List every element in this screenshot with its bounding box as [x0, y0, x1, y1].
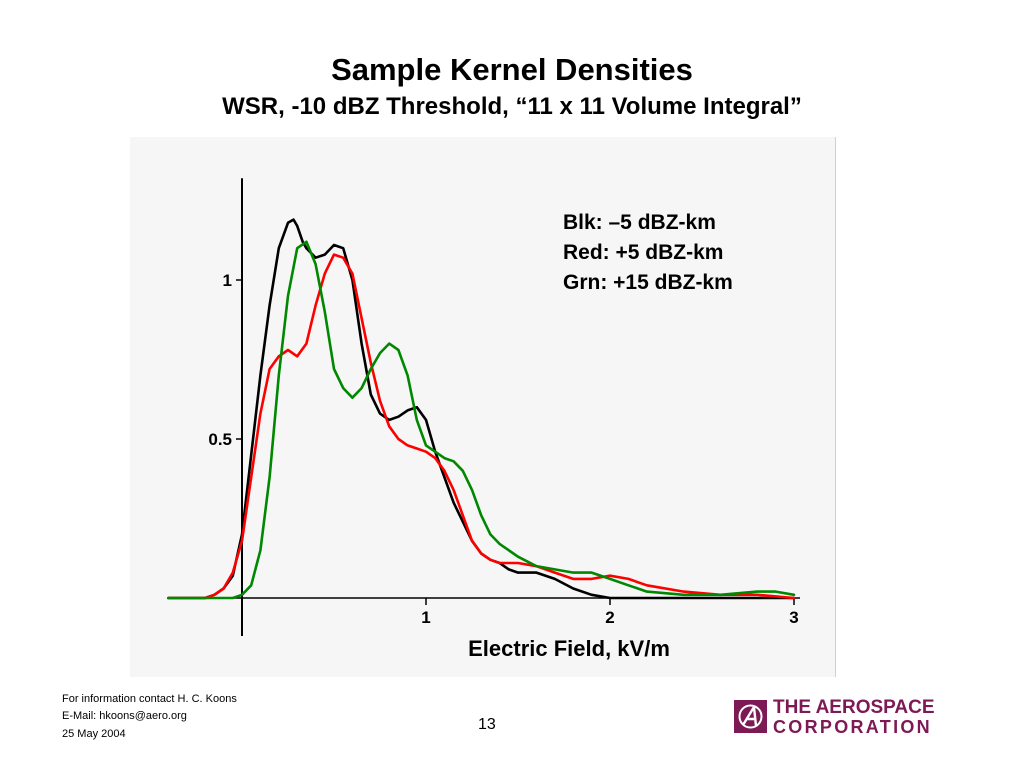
y-tick-label: 0.5: [208, 430, 232, 449]
series-green-line: [167, 240, 796, 600]
x-axis-label: Electric Field, kV/m: [468, 636, 670, 661]
aerospace-logo-icon: [734, 700, 767, 733]
slide-subtitle: WSR, -10 dBZ Threshold, “11 x 11 Volume …: [222, 93, 802, 120]
footer-email: E-Mail: hkoons@aero.org: [62, 710, 187, 722]
legend-entry-red: Red: +5 dBZ-km: [563, 241, 724, 264]
footer-date: 25 May 2004: [62, 728, 126, 740]
slide-title: Sample Kernel Densities: [331, 52, 693, 87]
series-red-line: [167, 253, 796, 600]
page-number: 13: [478, 716, 496, 733]
logo-text-line1: THE AEROSPACE: [773, 697, 935, 718]
logo-text-line2: CORPORATION: [773, 717, 932, 737]
kernel-density-chart: 1 2 3 0.5 1: [167, 178, 800, 636]
legend-entry-green: Grn: +15 dBZ-km: [563, 271, 733, 294]
x-tick-label: 2: [605, 608, 614, 627]
x-tick-label: 1: [421, 608, 430, 627]
plot-panel-edge: [835, 137, 836, 677]
y-tick-label: 1: [223, 271, 232, 290]
plot-panel: [130, 137, 836, 677]
legend-entry-black: Blk: –5 dBZ-km: [563, 211, 716, 234]
x-tick-label: 3: [789, 608, 798, 627]
aerospace-logo: THE AEROSPACE CORPORATION: [734, 697, 944, 739]
footer-contact: For information contact H. C. Koons: [62, 693, 237, 705]
legend: Blk: –5 dBZ-km Red: +5 dBZ-km Grn: +15 d…: [563, 208, 733, 298]
series-group: [167, 218, 796, 600]
